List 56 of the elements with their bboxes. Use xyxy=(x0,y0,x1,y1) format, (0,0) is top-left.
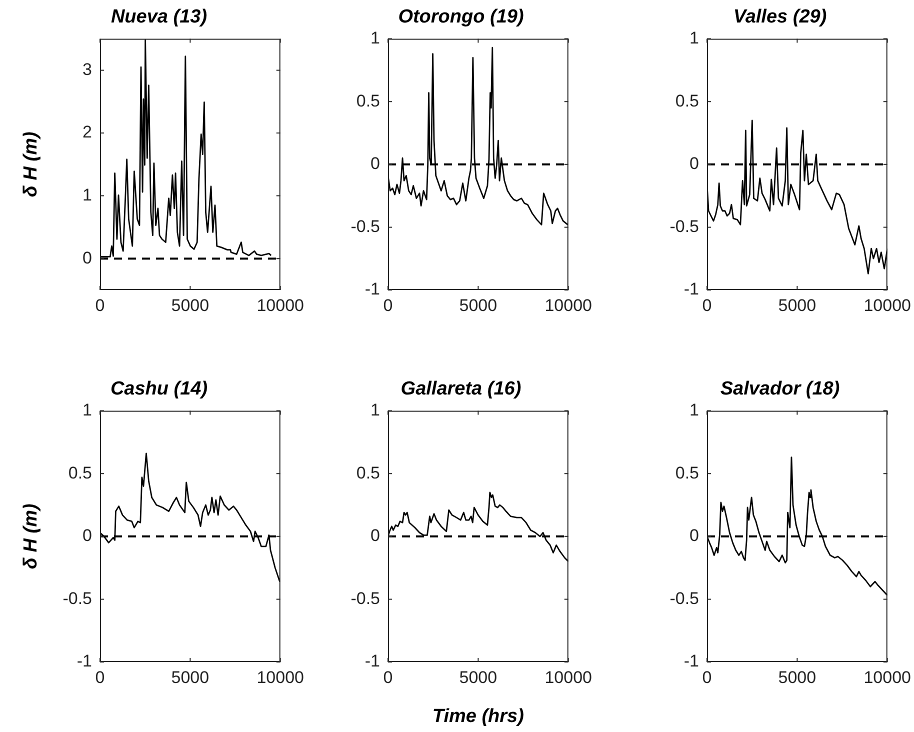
chart-title: Nueva (13) xyxy=(110,6,208,28)
y-tick-label: 1 xyxy=(690,28,699,48)
x-tick-label: 10000 xyxy=(864,296,912,315)
y-tick-label: 0.5 xyxy=(68,463,92,482)
y-tick-label: 0 xyxy=(370,154,380,174)
x-tick-label: 10000 xyxy=(256,296,304,315)
y-tick-label: 0 xyxy=(370,526,380,546)
y-tick-label: -1 xyxy=(76,652,92,671)
chart-title: Gallareta (16) xyxy=(400,378,522,400)
chart-title: Valles (29) xyxy=(733,6,827,28)
y-tick-label: -1 xyxy=(684,280,699,299)
x-tick-label: 5000 xyxy=(171,668,210,687)
chart-title: Otorongo (19) xyxy=(398,6,524,28)
y-tick-label: -0.5 xyxy=(670,588,699,608)
y-tick-label: 0.5 xyxy=(356,91,380,110)
y-tick-label: -0.5 xyxy=(350,216,380,236)
y-tick-label: 0.5 xyxy=(356,463,380,482)
y-tick-label: -0.5 xyxy=(670,216,699,236)
y-tick-label: -0.5 xyxy=(62,588,92,608)
y-tick-label: 0.5 xyxy=(675,463,699,482)
x-tick-label: 0 xyxy=(702,296,712,315)
y-tick-label: -1 xyxy=(684,652,699,671)
y-tick-label: 1 xyxy=(370,28,380,48)
x-axis-title: Time (hrs) xyxy=(432,706,524,727)
x-tick-label: 5000 xyxy=(459,668,498,687)
x-tick-label: 5000 xyxy=(459,296,498,315)
x-tick-label: 5000 xyxy=(778,668,816,687)
y-tick-label: -0.5 xyxy=(350,588,380,608)
chart-title: Cashu (14) xyxy=(110,378,208,400)
x-tick-label: 10000 xyxy=(544,296,592,315)
y-axis-title: δ H (m) xyxy=(20,504,42,570)
x-tick-label: 10000 xyxy=(864,668,912,687)
y-tick-label: -1 xyxy=(364,652,380,671)
x-tick-label: 0 xyxy=(95,668,105,687)
y-axis-title: δ H (m) xyxy=(20,132,42,198)
x-tick-label: 10000 xyxy=(256,668,304,687)
y-tick-label: 1 xyxy=(690,400,699,420)
y-tick-label: 1 xyxy=(82,400,92,420)
y-tick-label: 1 xyxy=(82,185,92,204)
x-tick-label: 5000 xyxy=(171,296,210,315)
y-tick-label: 2 xyxy=(82,122,92,142)
x-tick-label: 0 xyxy=(383,296,393,315)
y-tick-label: 0 xyxy=(82,248,92,268)
x-tick-label: 5000 xyxy=(778,296,816,315)
x-tick-label: 0 xyxy=(383,668,393,687)
chart-title: Salvador (18) xyxy=(720,378,840,400)
x-tick-label: 10000 xyxy=(544,668,592,687)
y-tick-label: 1 xyxy=(370,400,380,420)
y-tick-label: 0 xyxy=(690,526,699,546)
y-tick-label: 3 xyxy=(82,60,92,79)
y-tick-label: 0 xyxy=(690,154,699,174)
y-tick-label: -1 xyxy=(364,280,380,299)
x-tick-label: 0 xyxy=(95,296,105,315)
x-tick-label: 0 xyxy=(702,668,712,687)
y-tick-label: 0.5 xyxy=(675,91,699,110)
y-tick-label: 0 xyxy=(82,526,92,546)
